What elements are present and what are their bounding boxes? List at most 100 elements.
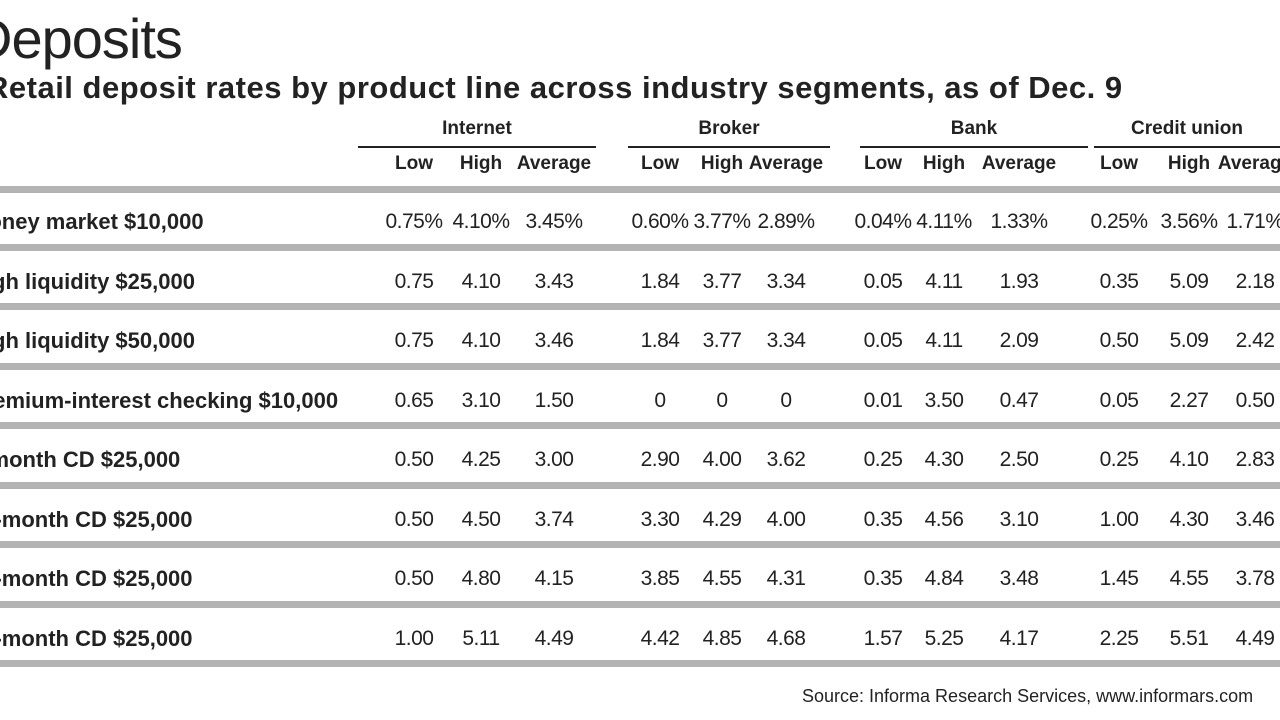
table-cell: 5.09: [1169, 269, 1209, 293]
row-separator: [0, 244, 1280, 251]
table-cell: 3.77: [702, 329, 742, 352]
table-cell: 3.85: [640, 567, 680, 590]
table-cell: 4.30: [1169, 507, 1209, 531]
column-header: Average: [748, 153, 824, 174]
table-cell: 5.09: [1169, 329, 1209, 352]
table-cell: 2.90: [640, 448, 680, 471]
table-cell: 0: [716, 388, 728, 412]
column-group-rule: [358, 146, 596, 148]
column-header: Low: [395, 153, 433, 174]
table-cell: 0.50: [1235, 388, 1275, 412]
table-cell: 4.11: [925, 329, 963, 352]
table-cell: 3.62: [766, 448, 806, 471]
table-cell: 5.51: [1169, 626, 1209, 650]
table-cell: 0: [780, 388, 792, 412]
table-cell: 0.50: [1099, 329, 1139, 352]
table-cell: 3.46: [534, 329, 574, 352]
table-cell: 4.11: [925, 269, 963, 293]
table-cell: 1.84: [640, 329, 680, 352]
table-cell: 1.33%: [990, 210, 1048, 233]
table-cell: 3.74: [534, 507, 574, 531]
table-cell: 1.57: [863, 626, 903, 650]
table-cell: 3.77: [702, 269, 742, 293]
column-header: Average: [1217, 153, 1280, 174]
table-cell: 3.50: [924, 388, 964, 412]
column-header: Low: [864, 153, 902, 174]
row-separator: [0, 422, 1280, 429]
table-cell: 0.47: [999, 388, 1039, 412]
row-label: 12-month CD $25,000: [0, 506, 193, 532]
row-label: Premium-interest checking $10,000: [0, 387, 339, 413]
column-header: Low: [1100, 153, 1138, 174]
column-header: High: [459, 153, 503, 174]
table-cell: 3.10: [999, 507, 1039, 531]
table-cell: 0.75%: [385, 210, 443, 233]
table-cell: 4.31: [766, 567, 806, 590]
table-cell: 0.35: [863, 507, 903, 531]
row-label: High liquidity $25,000: [0, 268, 195, 294]
table-cell: 0.50: [394, 567, 434, 590]
table-cell: 3.43: [534, 269, 574, 293]
row-separator: [0, 363, 1280, 370]
table-cell: 0.75: [394, 329, 434, 352]
row-separator: [0, 303, 1280, 310]
table-cell: 0.25: [863, 448, 903, 471]
row-separator: [0, 186, 1280, 193]
table-cell: 4.85: [702, 626, 742, 650]
table-cell: 4.30: [924, 448, 964, 471]
column-group-rule: [860, 146, 1088, 148]
table-cell: 4.00: [766, 507, 806, 531]
page-title: Deposits: [0, 7, 183, 70]
table-cell: 4.49: [534, 626, 574, 650]
table-cell: 3.45%: [525, 210, 583, 233]
table-cell: 1.71%: [1226, 210, 1280, 233]
row-separator: [0, 601, 1280, 608]
table-cell: 2.09: [999, 329, 1039, 352]
table-cell: 1.84: [640, 269, 680, 293]
table-cell: 2.50: [999, 448, 1039, 471]
table-cell: 3.77%: [693, 210, 751, 233]
table-cell: 4.25: [461, 448, 501, 471]
table-cell: 0.05: [863, 329, 903, 352]
column-group-header: Broker: [698, 118, 760, 139]
table-cell: 4.10: [461, 329, 501, 352]
table-cell: 3.78: [1235, 567, 1275, 590]
table-cell: 0.25: [1099, 448, 1139, 471]
table-cell: 2.83: [1235, 448, 1275, 471]
column-header: High: [1167, 153, 1211, 174]
table-cell: 4.49: [1235, 626, 1275, 650]
table-cell: 1.00: [1099, 507, 1139, 531]
table-cell: 0.75: [394, 269, 434, 293]
table-cell: 1.93: [999, 269, 1039, 293]
column-group-header: Credit union: [1131, 118, 1243, 139]
table-cell: 4.55: [1169, 567, 1209, 590]
table-cell: 2.27: [1169, 388, 1209, 412]
column-header: Average: [981, 153, 1057, 174]
table-cell: 0.01: [863, 388, 903, 412]
table-cell: 5.25: [924, 626, 964, 650]
table-cell: 0: [654, 388, 666, 412]
row-separator: [0, 541, 1280, 548]
table-cell: 4.11%: [916, 210, 972, 233]
table-cell: 0.35: [863, 567, 903, 590]
column-group-rule: [1094, 146, 1280, 148]
table-cell: 4.17: [999, 626, 1039, 650]
table-cell: 0.50: [394, 507, 434, 531]
table-cell: 3.46: [1235, 507, 1275, 531]
table-cell: 2.18: [1235, 269, 1275, 293]
source-note: Source: Informa Research Services, www.i…: [802, 686, 1254, 706]
table-cell: 4.56: [924, 507, 964, 531]
table-cell: 4.68: [766, 626, 806, 650]
row-separator: [0, 482, 1280, 489]
table-cell: 3.56%: [1160, 210, 1218, 233]
table-cell: 4.84: [924, 567, 964, 590]
table-cell: 0.25%: [1090, 210, 1148, 233]
row-label: High liquidity $50,000: [0, 328, 195, 353]
column-group-header: Internet: [442, 118, 512, 139]
table-cell: 0.50: [394, 448, 434, 471]
table-cell: 0.05: [863, 269, 903, 293]
table-cell: 3.30: [640, 507, 680, 531]
table-subtitle: Retail deposit rates by product line acr…: [0, 70, 1123, 105]
row-label: 60-month CD $25,000: [0, 625, 193, 651]
row-label: Money market $10,000: [0, 209, 204, 234]
